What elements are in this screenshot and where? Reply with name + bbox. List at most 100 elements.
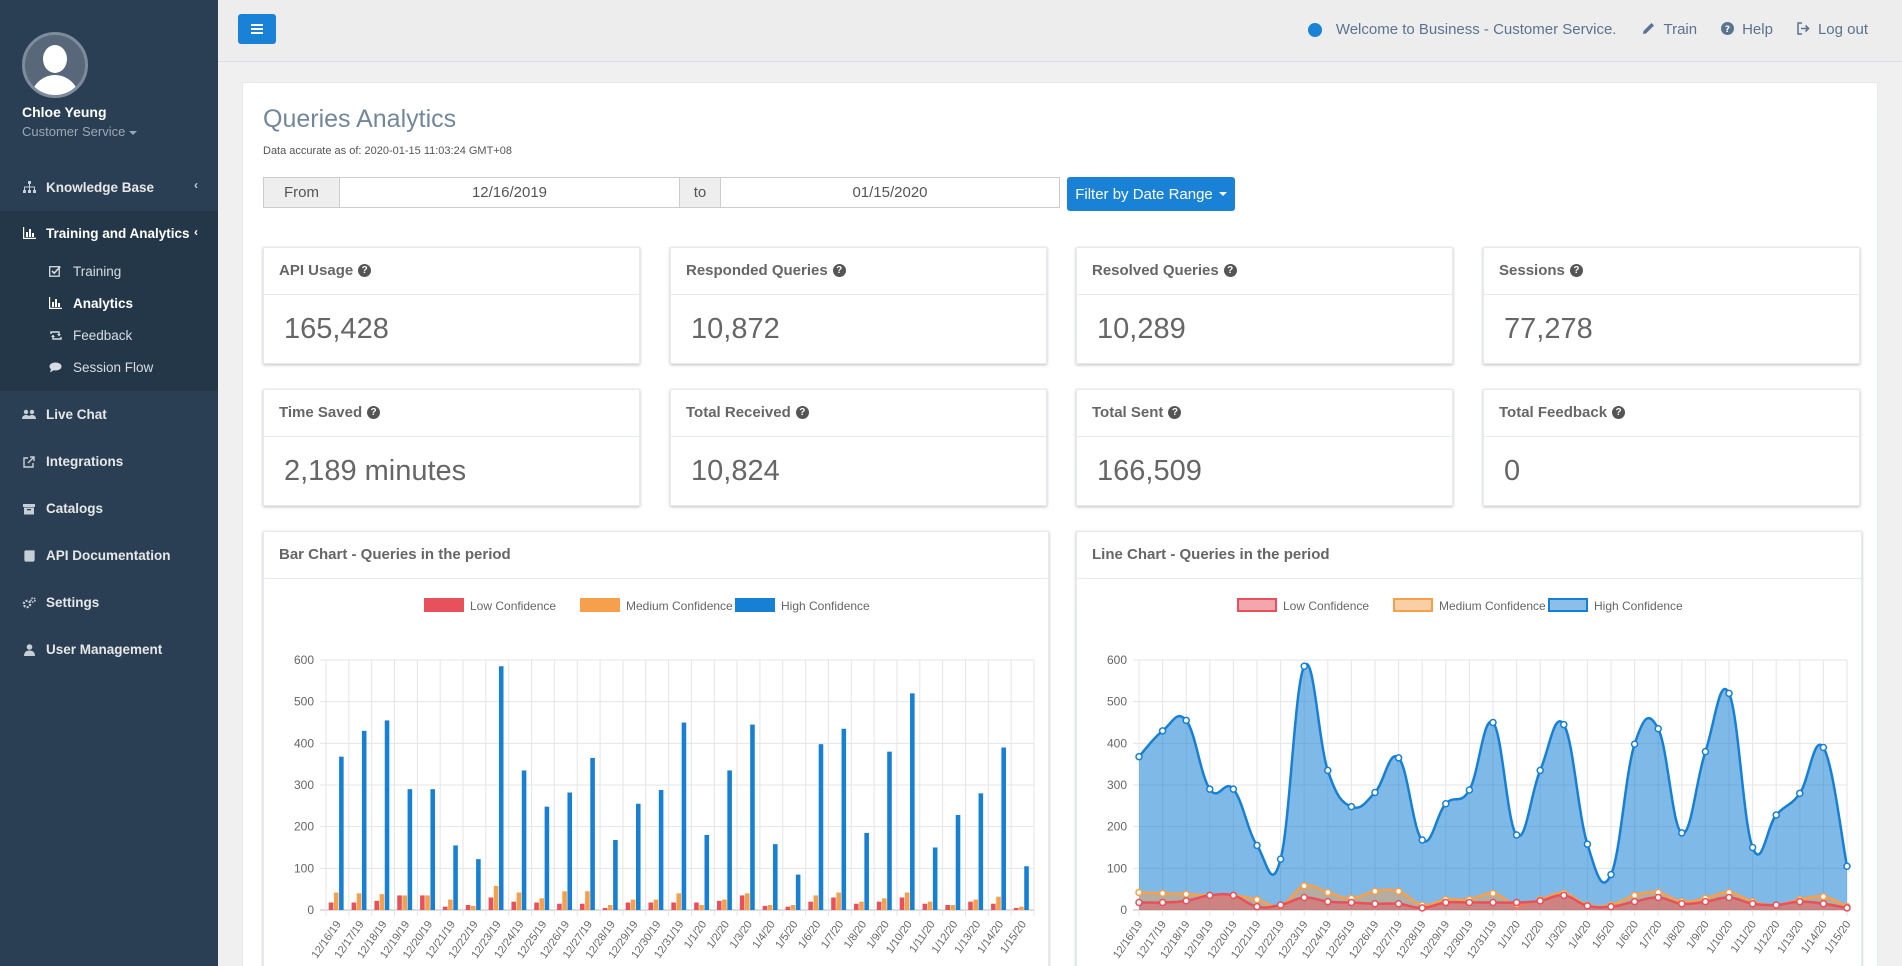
stat-card-header: Resolved Queries? (1077, 248, 1452, 295)
bar-medium-confidence (699, 905, 704, 910)
filter-by-date-range-button[interactable]: Filter by Date Range (1067, 177, 1235, 211)
sidebar-item-catalogs[interactable]: Catalogs (0, 485, 218, 532)
point-high-confidence (1324, 766, 1332, 775)
point-low-confidence (1701, 897, 1710, 906)
question-circle-icon[interactable]: ? (358, 264, 372, 277)
question-circle-icon[interactable]: ? (1168, 406, 1182, 419)
bar-low-confidence (854, 903, 859, 910)
legend-label: High Confidence (781, 599, 870, 613)
question-circle-icon: ? (1721, 21, 1735, 38)
sidebar-subitem-training[interactable]: Training (0, 255, 218, 287)
sidebar-item-knowledge-base[interactable]: Knowledge Base ‹ (0, 164, 218, 211)
sidebar-subitem-label: Session Flow (73, 359, 154, 375)
sidebar-subitem-session-flow[interactable]: Session Flow (0, 351, 218, 383)
stat-label: Total Sent (1092, 404, 1164, 421)
to-date-input[interactable]: 01/15/2020 (720, 177, 1060, 208)
bar-high-confidence (544, 806, 550, 910)
welcome-message: Welcome to Business - Customer Service. (1335, 21, 1617, 38)
sidebar-item-api-documentation[interactable]: API Documentation (0, 532, 218, 579)
bar-chart[interactable]: Low Confidence Medium Confidence High Conf… (264, 580, 1050, 966)
x-tick-label: 1/2/20 (1519, 919, 1546, 951)
chevron-down-icon: ‹ (194, 225, 198, 239)
y-tick-label: 0 (1120, 903, 1127, 917)
point-low-confidence (1418, 904, 1426, 912)
point-high-confidence (1276, 855, 1285, 863)
point-low-confidence (1678, 900, 1686, 908)
sidebar-subitem-feedback[interactable]: Feedback (0, 319, 218, 351)
sidebar-subitem-label: Analytics (73, 295, 134, 311)
question-circle-icon[interactable]: ? (367, 406, 381, 419)
point-high-confidence (1465, 786, 1474, 794)
stat-value: 10,872 (691, 313, 780, 345)
line-chart[interactable]: Low Confidence Medium Confidence High Conf… (1077, 580, 1863, 966)
bar-medium-confidence (630, 899, 636, 910)
menu-toggle-button[interactable] (238, 14, 276, 44)
bar-low-confidence (534, 902, 539, 910)
question-circle-icon[interactable]: ? (1612, 406, 1626, 419)
stat-card-header: API Usage? (264, 248, 639, 295)
sidebar-item-user-management[interactable]: User Management (0, 626, 218, 673)
page-title: Queries Analytics (263, 105, 457, 133)
point-high-confidence (1347, 802, 1356, 811)
bar-medium-confidence (607, 905, 613, 910)
from-date-input[interactable]: 12/16/2019 (340, 177, 680, 208)
point-medium-confidence (1253, 895, 1261, 904)
area-medium-confidence (1139, 885, 1847, 910)
stat-label: Responded Queries (686, 262, 828, 279)
legend-label: Medium Confidence (1439, 599, 1546, 613)
area-low-confidence (1139, 894, 1847, 910)
bar-high-confidence (704, 835, 710, 910)
cogs-icon (22, 596, 36, 610)
x-tick-label: 1/6/20 (796, 919, 823, 951)
help-link[interactable]: ? Help (1721, 21, 1773, 38)
sidebar-subitem-analytics[interactable]: Analytics (0, 287, 218, 319)
legend-swatch (1548, 598, 1588, 612)
question-circle-icon[interactable]: ? (795, 406, 809, 419)
sidebar-item-label: User Management (46, 642, 163, 657)
sidebar-item-settings[interactable]: Settings (0, 579, 218, 626)
bar-high-confidence (978, 793, 984, 910)
archive-icon (22, 502, 36, 516)
bar-high-confidence (795, 874, 801, 910)
point-low-confidence (1276, 901, 1285, 909)
point-medium-confidence (1324, 888, 1332, 897)
bar-high-confidence (590, 757, 595, 910)
legend-swatch (580, 598, 620, 612)
bar-high-confidence (727, 770, 732, 910)
stat-card-header: Total Received? (671, 390, 1046, 437)
bar-chart-icon (22, 226, 36, 240)
sidebar-item-label: Knowledge Base (46, 180, 155, 195)
y-tick-label: 100 (1107, 861, 1127, 875)
question-circle-icon[interactable]: ? (1223, 264, 1237, 277)
x-tick-label: 1/4/20 (1566, 919, 1593, 951)
point-high-confidence (1158, 727, 1167, 735)
sidebar-subitem-label: Training (73, 263, 122, 279)
sidebar-item-integrations[interactable]: Integrations (0, 438, 218, 485)
question-circle-icon[interactable]: ? (1569, 264, 1583, 277)
train-link[interactable]: Train (1642, 21, 1697, 38)
point-high-confidence (1229, 785, 1238, 793)
user-role-dropdown[interactable]: Customer Service (22, 124, 218, 139)
check-square-icon (49, 265, 63, 277)
bar-medium-confidence (493, 885, 499, 910)
data-accuracy-timestamp: Data accurate as of: 2020-01-15 11:03:24… (263, 145, 512, 157)
bar-medium-confidence (927, 901, 933, 910)
bar-high-confidence (384, 720, 390, 910)
question-circle-icon[interactable]: ? (832, 264, 846, 277)
point-low-confidence (1229, 891, 1238, 900)
bar-low-confidence (420, 895, 425, 910)
x-tick-label: 1/1/20 (1496, 919, 1523, 951)
sidebar-item-training-analytics[interactable]: Training and Analytics ‹ (0, 211, 218, 255)
bar-high-confidence (750, 724, 755, 910)
point-medium-confidence (1371, 887, 1379, 895)
sidebar-item-label: Catalogs (46, 501, 104, 516)
stat-card-header: Sessions? (1484, 248, 1859, 295)
sidebar-item-live-chat[interactable]: Live Chat (0, 391, 218, 438)
avatar[interactable] (22, 32, 88, 98)
bar-medium-confidence (470, 905, 476, 910)
y-tick-label: 600 (294, 653, 314, 667)
stat-value: 2,189 minutes (284, 455, 467, 487)
logout-link[interactable]: Log out (1797, 21, 1868, 38)
bar-high-confidence (339, 756, 344, 910)
train-label: Train (1663, 21, 1698, 38)
